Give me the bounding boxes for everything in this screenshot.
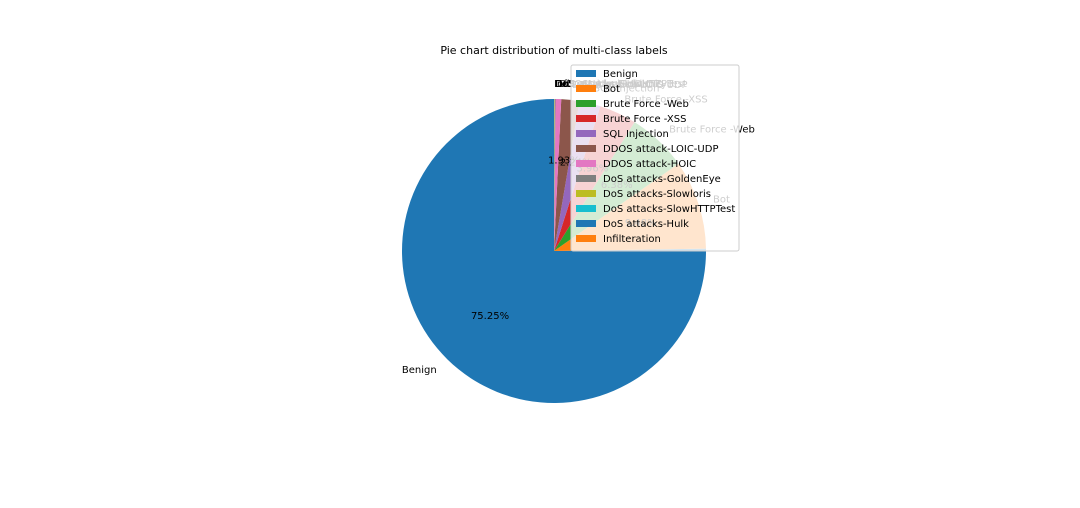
legend-label-benign: Benign [603,69,638,80]
legend-label-dos-attacks-goldeneye: DoS attacks-GoldenEye [603,174,721,185]
legend-label-dos-attacks-slowhttptest: DoS attacks-SlowHTTPTest [603,204,735,215]
legend-label-infilteration: Infilteration [603,234,661,245]
legend-label-brute-force-xss: Brute Force -XSS [603,114,686,125]
percent-label-benign: 75.25% [471,311,509,322]
legend-swatch-brute-force-web [576,100,596,107]
legend-swatch-dos-attacks-slowloris [576,190,596,197]
legend-swatch-dos-attacks-slowhttptest [576,205,596,212]
slice-label-benign: Benign [402,365,437,376]
legend-swatch-bot [576,85,596,92]
legend-label-dos-attacks-hulk: DoS attacks-Hulk [603,219,689,230]
legend-label-bot: Bot [603,84,620,95]
legend-swatch-dos-attacks-goldeneye [576,175,596,182]
legend: Benign Bot Brute Force -Web Brute Force -XS… [571,65,739,251]
legend-label-sql-injection: SQL Injection [603,129,669,140]
legend-label-brute-force-web: Brute Force -Web [603,99,689,110]
legend-swatch-benign [576,70,596,77]
legend-swatch-brute-force-xss [576,115,596,122]
legend-swatch-infilteration [576,235,596,242]
legend-label-ddos-attack-hoic: DDOS attack-HOIC [603,159,696,170]
legend-label-dos-attacks-slowloris: DoS attacks-Slowloris [603,189,711,200]
legend-swatch-ddos-attack-hoic [576,160,596,167]
legend-swatch-dos-attacks-hulk [576,220,596,227]
chart-title: Pie chart distribution of multi-class la… [440,44,668,57]
legend-label-ddos-attack-loic-udp: DDOS attack-LOIC-UDP [603,144,718,155]
legend-swatch-sql-injection [576,130,596,137]
legend-swatch-ddos-attack-loic-udp [576,145,596,152]
